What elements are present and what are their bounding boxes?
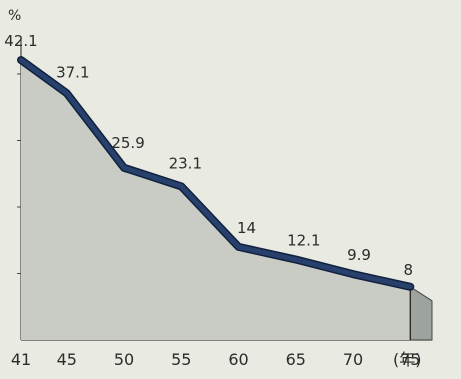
x-tick-label-60: 60 [228,350,248,369]
area-fill [21,60,411,340]
x-axis-unit: (年) [393,350,422,369]
data-label-70: 9.9 [347,246,371,264]
x-tick-label-41: 41 [11,350,31,369]
y-axis-label: % [8,8,21,24]
data-label-60: 14 [237,219,256,237]
x-tick-label-50: 50 [114,350,134,369]
x-tick-label-65: 65 [286,350,306,369]
area-continuation [409,285,433,341]
data-label-50: 25.9 [111,134,144,152]
value-labels: 42.1 37.1 25.9 23.1 14 12.1 9.9 8 [4,32,413,279]
line-layer [17,56,415,291]
data-label-41: 42.1 [4,32,37,50]
data-label-65: 12.1 [287,232,320,250]
data-label-45: 37.1 [56,63,89,81]
x-tick-label-55: 55 [171,350,191,369]
series-line [18,57,413,290]
area-layer [21,60,433,341]
x-tick-label-70: 70 [343,350,363,369]
data-label-75: 8 [404,261,414,279]
x-tick-label-75: 75 [400,350,420,369]
x-tick-labels: 41 45 50 55 60 65 70 75 [11,350,421,369]
data-label-55: 23.1 [169,154,202,172]
x-tick-label-45: 45 [57,350,77,369]
